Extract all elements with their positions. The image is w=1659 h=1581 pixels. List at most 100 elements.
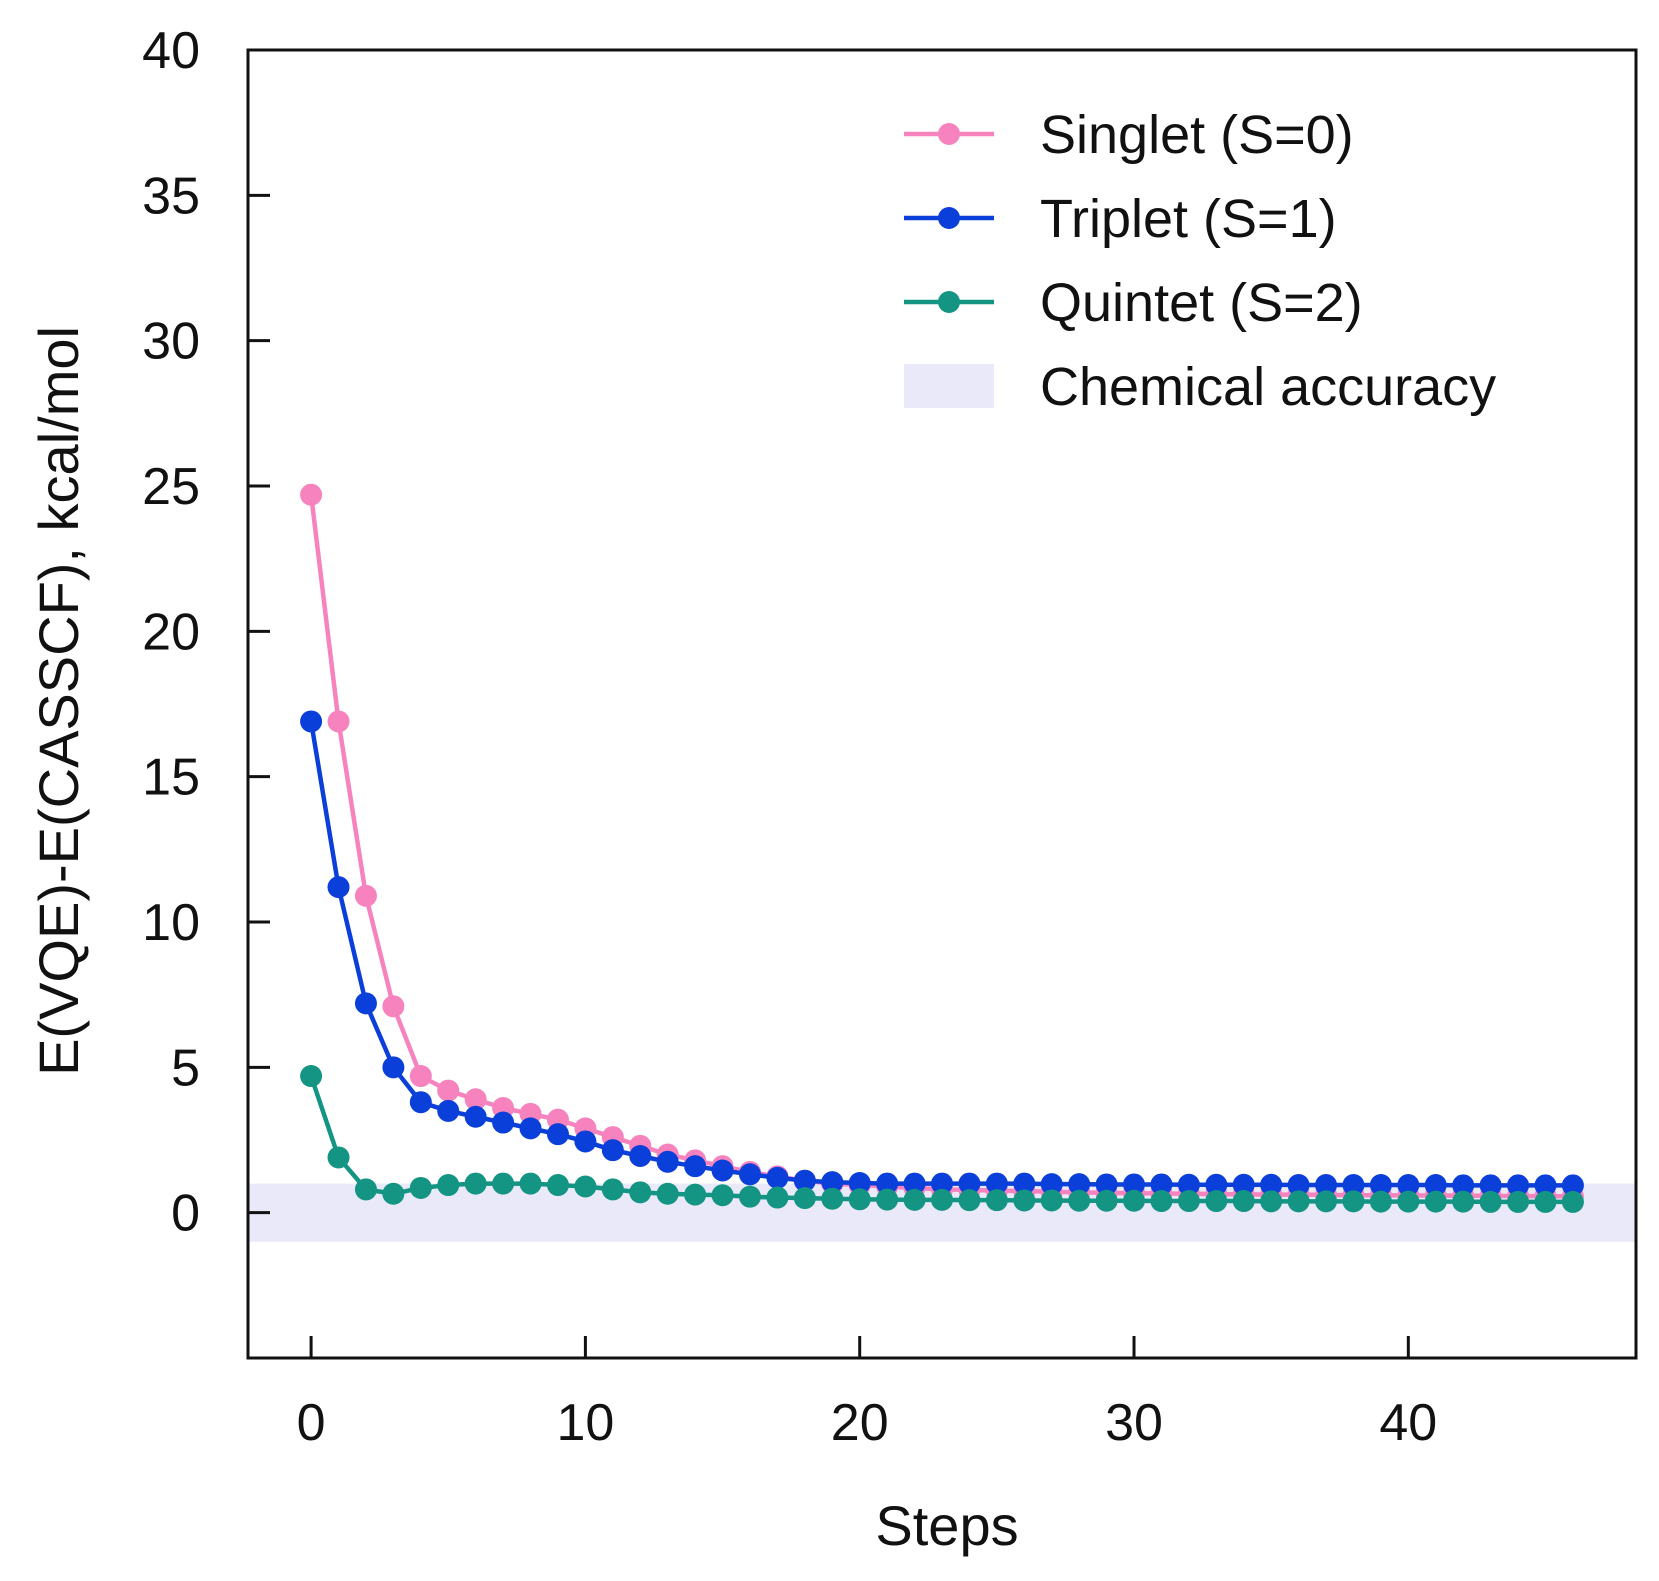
x-tick-label: 20 [831, 1394, 889, 1452]
series-2 [300, 710, 1584, 1197]
data-point [437, 1079, 460, 1102]
data-point [656, 1182, 679, 1205]
data-point [409, 1176, 432, 1199]
legend-item-2: Triplet (S=1) [904, 189, 1337, 249]
data-point [629, 1181, 652, 1204]
data-point [711, 1184, 734, 1207]
x-tick-label: 40 [1379, 1394, 1437, 1452]
data-point [546, 1123, 569, 1146]
data-point [1095, 1173, 1118, 1196]
legend-item-band: Chemical accuracy [904, 357, 1496, 417]
data-point [738, 1163, 761, 1186]
data-point [464, 1105, 487, 1128]
y-tick-label: 15 [142, 749, 200, 807]
data-point [931, 1172, 953, 1195]
data-point [1369, 1190, 1392, 1213]
data-point [1369, 1174, 1392, 1197]
data-point [300, 710, 323, 733]
data-point [409, 1091, 432, 1114]
data-point [1315, 1190, 1338, 1213]
data-point [684, 1155, 707, 1178]
data-point [1452, 1190, 1475, 1213]
data-point [1561, 1174, 1584, 1197]
data-point [766, 1166, 789, 1189]
legend-marker [938, 207, 960, 229]
data-point [656, 1150, 679, 1173]
data-point [1068, 1189, 1091, 1212]
data-point [327, 876, 350, 899]
legend-label: Quintet (S=2) [1040, 273, 1363, 333]
data-point [629, 1144, 652, 1167]
data-point [1424, 1190, 1447, 1213]
data-point [574, 1175, 597, 1198]
data-point [1205, 1173, 1228, 1196]
legend: Singlet (S=0) Triplet (S=1) Quintet (S=2) C… [904, 105, 1496, 417]
data-point [738, 1185, 761, 1208]
data-point [492, 1111, 515, 1134]
data-point [327, 1146, 350, 1169]
data-point [1534, 1174, 1557, 1197]
legend-marker [938, 291, 960, 313]
data-point [793, 1187, 816, 1210]
data-point [1424, 1174, 1447, 1197]
data-point [354, 884, 377, 907]
y-tick-label: 10 [142, 894, 200, 952]
y-tick-label: 20 [142, 603, 200, 661]
data-point [382, 1182, 405, 1205]
data-point [793, 1169, 816, 1192]
data-point [354, 992, 377, 1015]
y-tick-label: 0 [171, 1185, 200, 1243]
data-point [903, 1172, 926, 1195]
y-tick-label: 40 [142, 22, 200, 80]
data-point [1232, 1173, 1255, 1196]
data-point [1095, 1189, 1118, 1212]
plot-area [248, 483, 1636, 1242]
data-point [601, 1178, 624, 1201]
data-point [931, 1188, 953, 1211]
y-tick-label: 30 [142, 313, 200, 371]
data-point [876, 1188, 899, 1211]
data-point [1260, 1190, 1283, 1213]
data-point [903, 1188, 926, 1211]
data-point [1287, 1174, 1310, 1197]
data-point [601, 1139, 624, 1162]
x-tick-label: 30 [1105, 1394, 1163, 1452]
y-tick-label: 25 [142, 458, 200, 516]
axes-frame [246, 48, 1638, 1360]
data-point [711, 1159, 734, 1182]
legend-label: Chemical accuracy [1040, 357, 1496, 417]
data-point [1507, 1174, 1530, 1197]
data-point [958, 1189, 981, 1212]
data-point [1342, 1190, 1365, 1213]
data-point [1123, 1189, 1146, 1212]
data-point [1068, 1173, 1091, 1196]
axes: 0 10 20 30 40 0 5 10 15 20 25 30 35 40 [142, 22, 1638, 1452]
legend-band-swatch [904, 364, 994, 408]
data-point [300, 483, 323, 506]
data-point [354, 1178, 377, 1201]
data-point [1479, 1174, 1502, 1197]
data-point [409, 1065, 432, 1088]
data-point [1479, 1190, 1502, 1213]
y-tick-label: 5 [171, 1039, 200, 1097]
data-point [519, 1172, 542, 1195]
data-point [1177, 1173, 1200, 1196]
data-point [1561, 1190, 1584, 1213]
data-point [876, 1172, 899, 1195]
data-point [519, 1117, 542, 1140]
data-point [821, 1187, 844, 1210]
data-point [546, 1174, 569, 1197]
data-point [1397, 1174, 1420, 1197]
data-point [1150, 1190, 1173, 1213]
data-point [464, 1088, 487, 1111]
data-point [1397, 1190, 1420, 1213]
data-point [437, 1174, 460, 1197]
data-point [1287, 1190, 1310, 1213]
legend-label: Singlet (S=0) [1040, 105, 1354, 165]
data-point [382, 1056, 405, 1079]
data-point [1232, 1190, 1255, 1213]
data-point [1534, 1190, 1557, 1213]
x-tick-label: 10 [556, 1394, 614, 1452]
series-line [308, 494, 1573, 1199]
legend-item-3: Quintet (S=2) [904, 273, 1363, 333]
